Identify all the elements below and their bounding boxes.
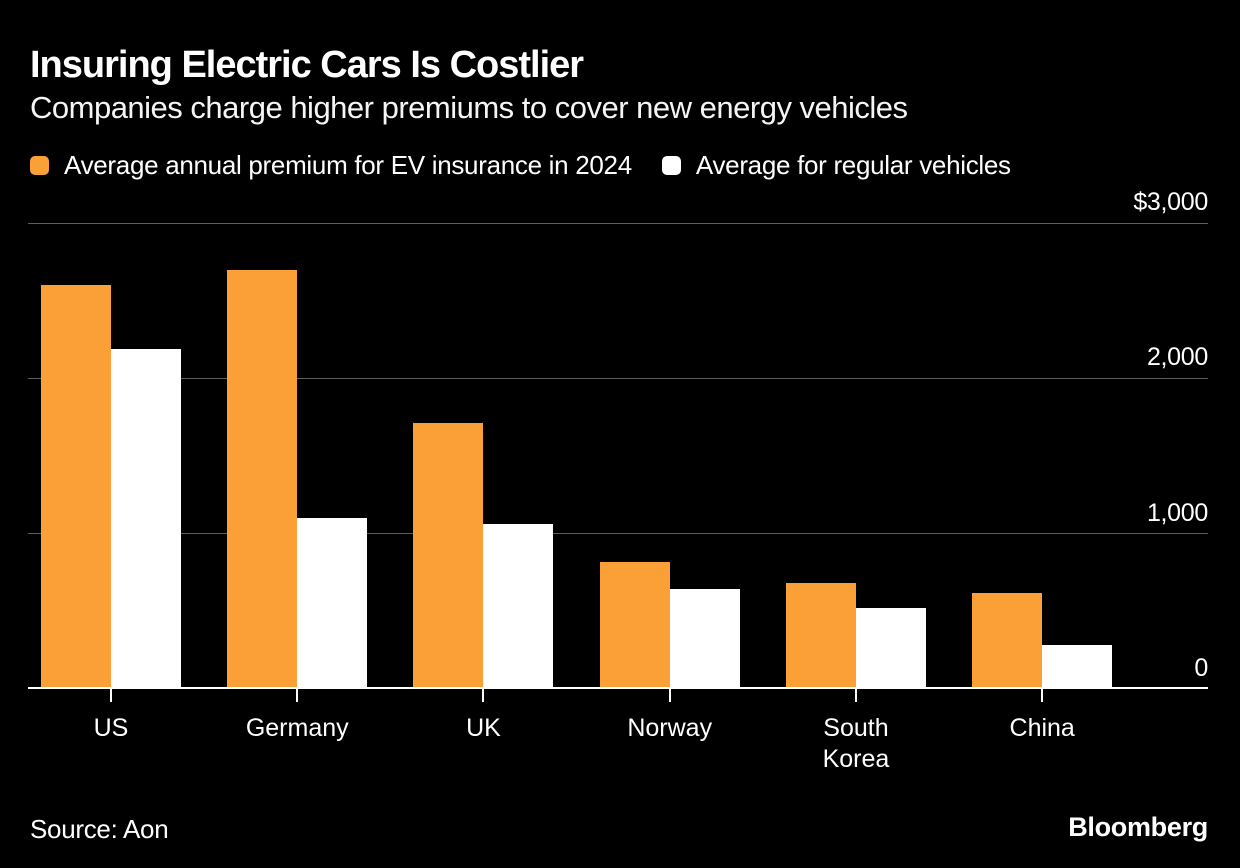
bloomberg-logo: Bloomberg	[1068, 812, 1208, 842]
x-tick-china-icon	[1041, 689, 1044, 702]
bar-norway-ev	[599, 561, 670, 689]
gridline-3000	[28, 222, 1208, 224]
legend-swatch-ev-icon	[30, 156, 49, 175]
y-tick-label-1000: 1,000	[1146, 498, 1208, 527]
gridline-1000	[28, 533, 1208, 535]
bar-uk-regular	[483, 524, 554, 689]
x-tick-south-korea-icon	[854, 689, 857, 702]
y-tick-label-2000: 2,000	[1146, 343, 1208, 372]
legend: Average annual premium for EV insurance …	[30, 150, 1011, 181]
bar-germany-ev	[227, 269, 298, 689]
bar-us-ev	[41, 285, 111, 689]
bar-us-regular	[111, 348, 181, 689]
gridline-2000	[28, 377, 1208, 379]
y-tick-label-3000: $3,000	[1133, 188, 1208, 216]
y-tick-label-0: 0	[1194, 654, 1208, 682]
bar-south-korea-ev	[785, 582, 856, 689]
x-label-south-korea: South Korea	[822, 714, 890, 773]
bar-china-regular	[1042, 644, 1113, 689]
bar-south-korea-regular	[855, 608, 926, 689]
legend-item-regular: Average for regular vehicles	[661, 150, 1011, 181]
source-label: Source: Aon	[30, 814, 169, 844]
chart-subtitle: Companies charge higher premiums to cove…	[30, 90, 908, 125]
x-label-norway: Norway	[627, 714, 713, 742]
bar-norway-regular	[669, 588, 740, 689]
x-tick-us-icon	[110, 689, 112, 702]
x-label-china: China	[1009, 714, 1075, 742]
bar-china-ev	[972, 592, 1043, 689]
chart-title: Insuring Electric Cars Is Costlier	[30, 44, 584, 86]
legend-label-regular: Average for regular vehicles	[695, 150, 1011, 180]
bar-uk-ev	[413, 423, 484, 689]
x-tick-norway-icon	[668, 689, 671, 702]
bar-germany-regular	[297, 518, 368, 689]
x-tick-uk-icon	[482, 689, 485, 702]
plot-area: 0 1,000 2,000 $3,000 US Germany UK Norway South …	[28, 188, 1208, 773]
x-label-uk: UK	[466, 714, 501, 742]
x-label-us: US	[93, 714, 129, 742]
legend-swatch-regular-icon	[661, 156, 681, 175]
x-label-germany: Germany	[245, 714, 349, 742]
x-tick-germany-icon	[296, 689, 299, 702]
legend-label-ev: Average annual premium for EV insurance …	[64, 150, 632, 180]
legend-item-ev: Average annual premium for EV insurance …	[30, 150, 632, 181]
x-axis-baseline	[28, 687, 1208, 689]
